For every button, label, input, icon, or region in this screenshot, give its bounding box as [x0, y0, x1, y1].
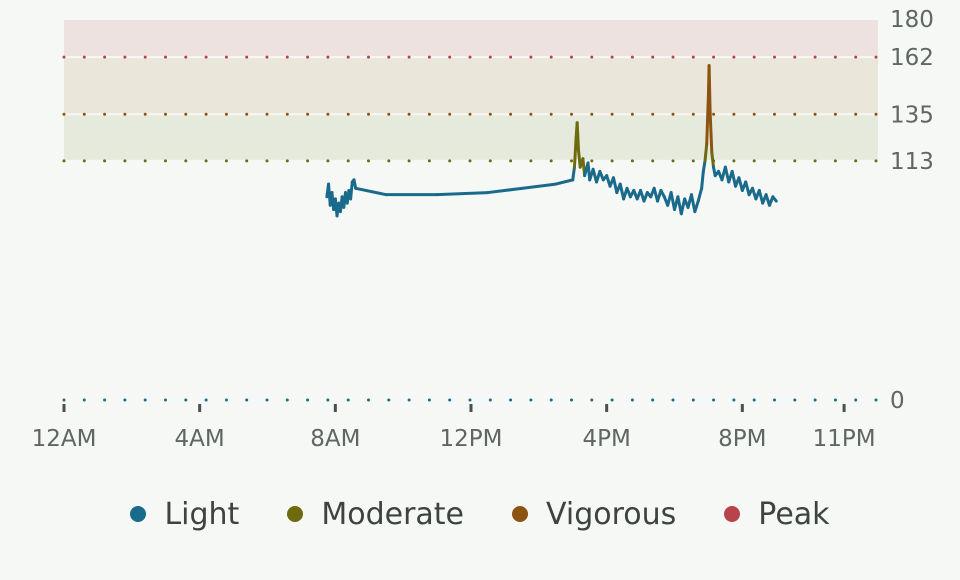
x-tick-label: 11PM — [813, 426, 876, 452]
y-tick-label: 162 — [890, 45, 934, 71]
heart-rate-segment — [572, 136, 578, 169]
legend-label: Light — [164, 496, 240, 532]
heart-rate-segment — [696, 186, 704, 203]
x-tick-label: 12AM — [32, 426, 97, 452]
y-axis: 180 162 135 113 0 — [890, 7, 934, 414]
x-tick-label: 8AM — [310, 426, 360, 452]
legend-label: Moderate — [321, 496, 465, 532]
heart-rate-segment — [703, 142, 709, 163]
legend-item-vigorous: Vigorous — [512, 497, 676, 532]
heart-rate-segment — [520, 182, 558, 190]
x-tick-label: 12PM — [440, 426, 503, 452]
legend-item-light: Light — [130, 497, 239, 532]
zone-bands — [64, 20, 878, 160]
y-tick-label: 113 — [890, 149, 934, 175]
chart-legend: Light Moderate Vigorous Peak — [0, 492, 960, 536]
heart-rate-segment — [571, 165, 576, 182]
heart-rate-segment — [708, 110, 714, 154]
zone-band-peak — [64, 20, 878, 57]
heart-rate-segment — [700, 169, 705, 190]
heart-rate-series — [325, 64, 778, 218]
heart-rate-segment — [486, 186, 524, 195]
x-axis: 12AM 4AM 8AM 12PM 4PM 8PM 11PM — [32, 404, 876, 452]
heart-rate-segment — [349, 180, 354, 201]
y-tick-label: 180 — [890, 7, 934, 33]
x-tick-label: 4PM — [582, 426, 630, 452]
legend-dot-icon — [512, 506, 529, 522]
zone-threshold-lines — [62, 55, 880, 402]
legend-dot-icon — [130, 506, 147, 522]
heart-rate-segment — [710, 150, 716, 169]
heart-rate-segment — [707, 64, 712, 114]
legend-dot-icon — [287, 506, 304, 522]
legend-label: Vigorous — [546, 496, 677, 532]
heart-rate-segment — [354, 186, 388, 197]
heart-rate-segment — [705, 93, 710, 146]
heart-rate-chart: 12AM 4AM 8AM 12PM 4PM 8PM 11PM 180 162 135 113 0 — [32, 7, 934, 452]
heart-rate-segment — [575, 121, 581, 152]
heart-rate-segment — [771, 195, 778, 203]
legend-item-moderate: Moderate — [287, 497, 464, 532]
heart-rate-segment — [554, 178, 575, 186]
y-tick-label: 135 — [890, 102, 934, 128]
heart-rate-segment — [435, 191, 490, 197]
y-tick-label: 0 — [890, 388, 905, 414]
heart-rate-segment — [701, 159, 707, 173]
legend-dot-icon — [724, 506, 741, 522]
legend-item-peak: Peak — [724, 496, 830, 532]
x-tick-label: 8PM — [718, 426, 766, 452]
zone-band-vigorous — [64, 58, 878, 114]
legend-label: Peak — [758, 496, 830, 532]
zone-band-moderate — [64, 115, 878, 160]
x-tick-label: 4AM — [175, 426, 225, 452]
heart-rate-segment — [693, 199, 700, 214]
